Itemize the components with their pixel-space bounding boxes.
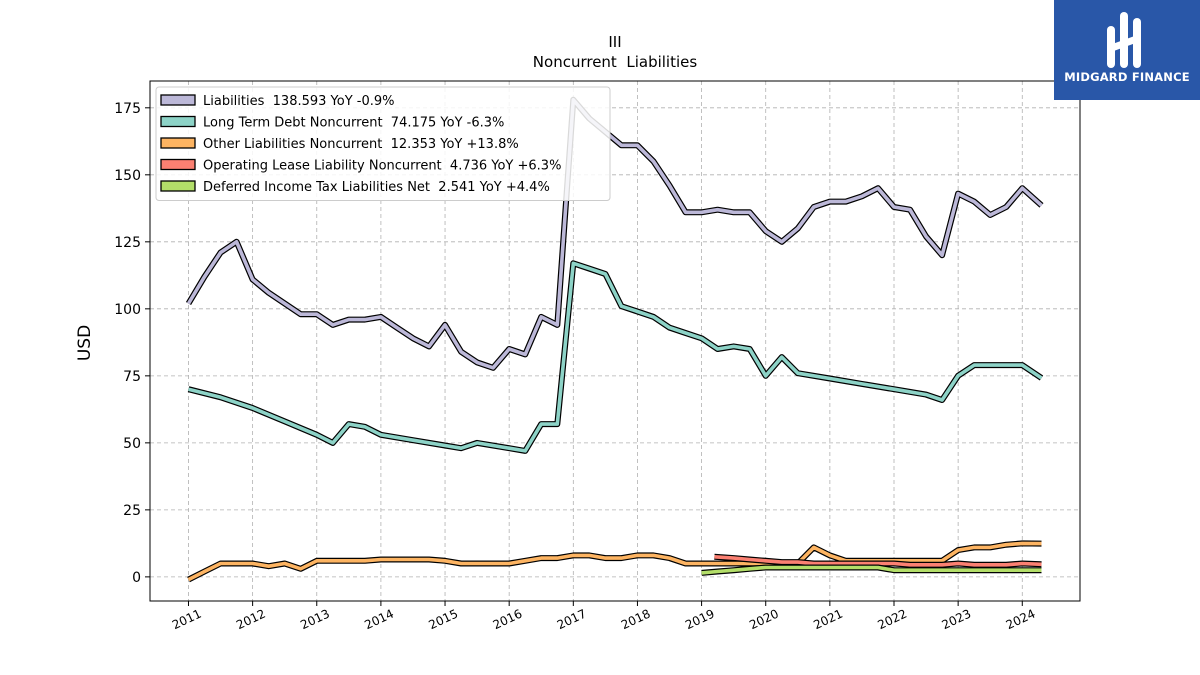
y-tick-label: 100 <box>114 302 141 318</box>
series-0 <box>185 96 1044 371</box>
x-tick-label: 2018 <box>619 607 653 633</box>
brand-logo: MIDGARD FINANCE <box>1054 0 1200 100</box>
plot-area-frame <box>149 80 1081 602</box>
x-tick-label: 2019 <box>683 607 717 633</box>
series-1-line <box>188 261 1043 453</box>
x-tick-label: 2013 <box>298 607 332 633</box>
brand-logo-icon <box>1107 12 1141 68</box>
legend-box <box>155 86 611 201</box>
legend-label: Operating Lease Liability Noncurrent 4.7… <box>203 159 561 174</box>
y-tick-label: 25 <box>123 503 141 519</box>
x-tick-label: 2012 <box>234 607 268 633</box>
y-axis-label: USD <box>75 325 95 361</box>
x-tick-label: 2021 <box>811 607 845 633</box>
legend-swatch <box>160 180 196 192</box>
series-1 <box>187 260 1044 454</box>
x-tick-label: 2015 <box>427 607 461 633</box>
x-tick-label: 2024 <box>1004 607 1038 633</box>
legend-label: Other Liabilities Noncurrent 12.353 YoY … <box>203 137 519 152</box>
y-tick-label: 150 <box>114 168 141 184</box>
legend-label: Deferred Income Tax Liabilities Net 2.54… <box>203 180 550 195</box>
chart-subtitle: Noncurrent Liabilities <box>533 53 698 71</box>
series-3-line <box>714 555 1042 567</box>
legend-swatch <box>160 94 196 106</box>
series-0-line <box>186 98 1043 370</box>
series-4-line <box>701 565 1042 575</box>
legend-swatch <box>160 137 196 149</box>
legend-swatch <box>160 115 196 128</box>
chart-title: III <box>608 33 621 51</box>
x-tick-label: 2014 <box>362 607 396 633</box>
legend-label: Long Term Debt Noncurrent 74.175 YoY -6.… <box>203 116 504 131</box>
series-3 <box>714 553 1042 568</box>
x-tick-label: 2011 <box>170 607 204 633</box>
x-tick-label: 2020 <box>747 607 781 633</box>
y-tick-label: 175 <box>114 101 141 117</box>
x-tick-label: 2016 <box>491 607 525 633</box>
y-tick-label: 50 <box>123 436 141 452</box>
x-tick-label: 2023 <box>940 607 974 633</box>
y-tick-label: 0 <box>132 570 141 586</box>
x-tick-label: 2017 <box>555 607 589 633</box>
series-4 <box>701 564 1042 576</box>
legend-label: Liabilities 138.593 YoY -0.9% <box>203 94 395 109</box>
brand-logo-text: MIDGARD FINANCE <box>1064 70 1190 84</box>
y-tick-label: 75 <box>123 369 141 385</box>
legend[interactable]: Liabilities 138.593 YoY -0.9% Long Term D… <box>155 86 611 201</box>
series-group <box>185 96 1044 583</box>
y-tick-label: 125 <box>114 235 141 251</box>
x-tick-label: 2022 <box>876 607 910 633</box>
legend-swatch <box>160 158 196 171</box>
